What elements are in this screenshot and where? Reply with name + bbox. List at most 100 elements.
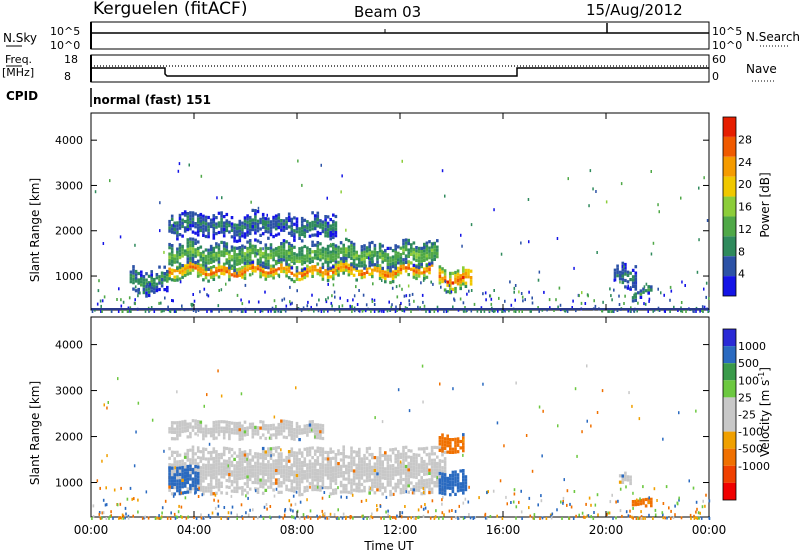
velocity-noise [91,364,711,520]
velocity-cell [207,489,210,493]
power-cell [345,253,348,257]
power-cell [215,251,218,255]
velocity-cell [194,422,197,426]
power-cell [246,261,249,266]
power-noise-cell [275,305,277,308]
velocity-cell [259,478,262,482]
velocity-cell [402,484,405,488]
power-cell [360,248,364,252]
power-cell [199,263,203,267]
power-cell [389,274,392,278]
power-cell [207,255,210,259]
power-cell [183,264,187,268]
power-cell [170,278,174,282]
velocity-cell [277,452,281,456]
power-cell [378,267,382,271]
velocity-cell [238,431,242,435]
velocity-noise-cell [173,512,176,516]
velocity-cell [378,453,382,457]
velocity-cell [173,482,176,486]
velocity-cell [173,460,176,464]
velocity-cell [378,479,382,483]
velocity-noise-cell [283,513,286,517]
velocity-noise-cell [642,517,644,520]
velocity-cell [241,424,244,428]
power-cell [178,213,182,217]
power-cell [225,219,229,223]
velocity-noise-cell [700,516,703,520]
power-cell [251,260,255,264]
power-cell [145,272,148,276]
power-cell [181,254,184,258]
velocity-noise-cell [690,516,692,520]
velocity-noise-cell [132,514,134,518]
velocity-cell [183,462,187,466]
velocity-cell [285,465,288,469]
velocity-cell [423,479,426,483]
power-cell [287,245,291,249]
velocity-cell [269,479,273,483]
power-cell [238,249,242,253]
power-cell [282,245,286,249]
power-noise-cell [644,302,647,306]
power-cell [306,223,309,227]
power-cell [324,227,327,231]
power-noise-cell [703,305,706,309]
velocity-cell [228,469,231,473]
power-cell [233,256,236,260]
velocity-cell [298,464,301,468]
velocity-cell [230,421,234,425]
power-cell [272,264,275,268]
power-noise-cell [529,309,532,313]
power-cell [189,243,192,247]
velocity-cell [282,425,286,430]
velocity-cell [251,471,255,475]
velocity-cell [215,475,218,479]
velocity-cell [277,471,281,475]
nave-tick-bottom: 0 [712,70,719,83]
velocity-noise-cell [708,499,711,503]
power-sparse-cell [332,283,335,287]
velocity-noise-cell [174,516,177,520]
power-cell [256,249,260,253]
velocity-cell [363,453,366,458]
velocity-cell [350,468,353,473]
velocity-cell [355,469,358,474]
power-sparse-cell [444,194,446,198]
power-cell [261,212,265,217]
power-cell [420,265,423,269]
power-noise-cell [153,310,156,313]
power-cell [324,272,327,276]
velocity-cell [410,487,413,491]
power-cell [155,282,159,286]
velocity-cell [272,475,275,479]
power-noise-cell [405,294,408,298]
velocity-colorbar-label-sup: -1 [757,372,766,380]
power-cell [217,224,221,228]
velocity-cell [202,450,205,454]
power-sparse-cell [703,287,705,291]
power-noise-cell [705,295,707,299]
power-cell [644,289,648,293]
power-cell [303,275,307,280]
velocity-colorbar-tick: 500 [738,357,759,370]
power-cell [389,246,392,250]
velocity-noise-cell [568,516,570,520]
velocity-noise-cell [340,495,342,499]
power-cell [230,225,234,229]
velocity-cell [342,487,345,491]
power-cell [176,237,179,241]
power-cell [337,248,340,253]
velocity-sparse-cell [106,454,108,458]
velocity-noise-cell [254,489,257,493]
power-cell [634,298,637,302]
power-cell [217,275,221,279]
power-cell [209,272,213,276]
power-noise-cell [134,285,137,289]
velocity-cell [178,460,182,464]
power-cell [631,275,635,279]
velocity-cell [417,466,421,470]
power-cell [222,272,226,276]
velocity-cell [438,475,442,479]
velocity-cell [303,457,307,461]
